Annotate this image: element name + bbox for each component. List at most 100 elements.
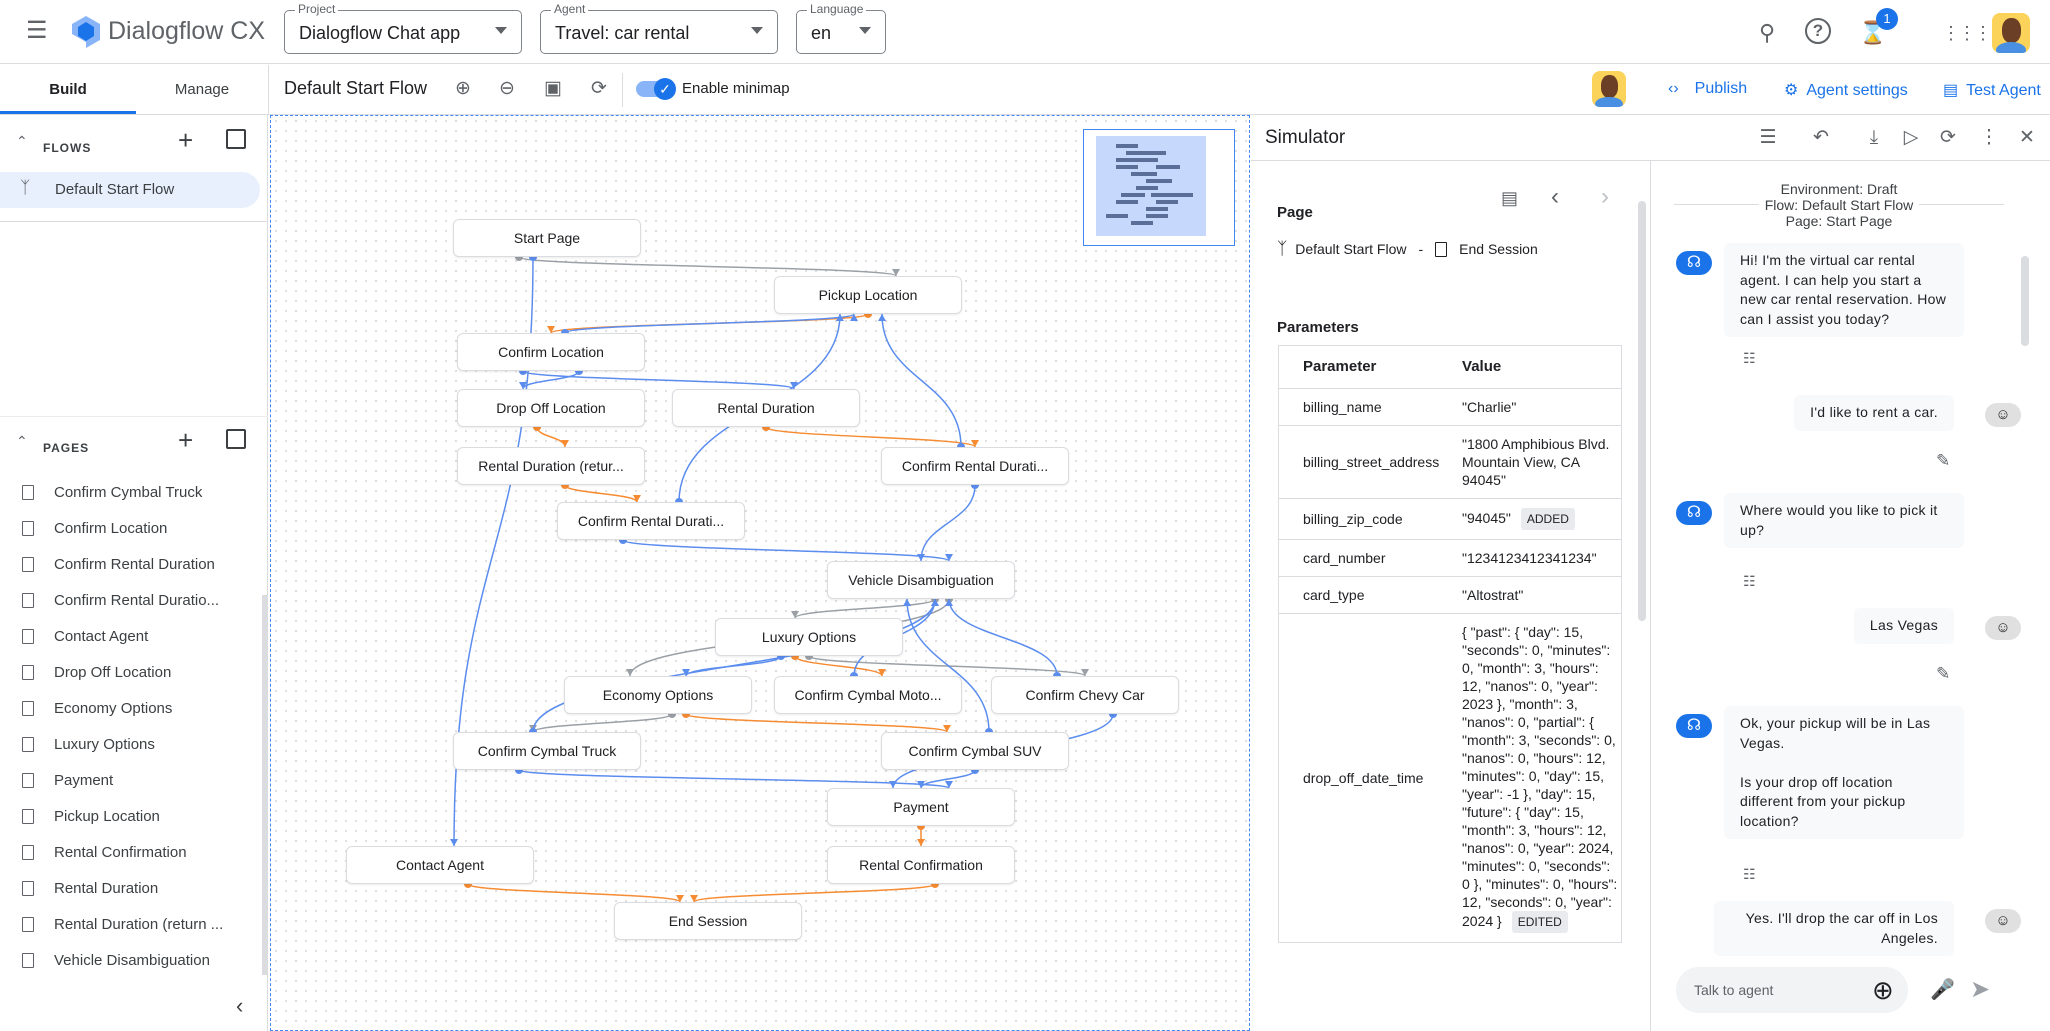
flow-edge[interactable] xyxy=(794,655,883,677)
sidebar-page-item[interactable]: Contact Agent xyxy=(22,621,252,651)
page-table-icon[interactable] xyxy=(226,429,246,449)
flow-table-icon[interactable] xyxy=(226,129,246,149)
minimap[interactable] xyxy=(1083,129,1235,246)
add-icon[interactable]: ⊕ xyxy=(1872,975,1894,1005)
previous-icon[interactable]: ‹ xyxy=(1551,183,1559,210)
chat-input[interactable]: Talk to agent xyxy=(1676,967,1908,1013)
tab-build[interactable]: Build xyxy=(0,65,136,114)
flow-edge[interactable] xyxy=(906,598,990,733)
sidebar-page-item[interactable]: Economy Options xyxy=(22,693,252,723)
flow-node[interactable]: Confirm Location xyxy=(457,333,645,371)
flow-canvas[interactable]: Start Page Pickup Location Confirm Locatio… xyxy=(270,115,1250,1031)
flow-node[interactable]: Luxury Options xyxy=(715,618,903,656)
clipboard-icon[interactable]: ▤ xyxy=(1501,188,1519,208)
flow-edge[interactable] xyxy=(564,313,855,334)
apps-grid-icon[interactable]: ⋮⋮⋮ xyxy=(1942,23,1992,43)
sidebar-page-item[interactable]: Payment xyxy=(22,765,252,795)
replay-icon[interactable]: ▷ xyxy=(1903,127,1919,148)
flow-node[interactable]: Confirm Cymbal SUV xyxy=(881,732,1069,770)
add-page-icon[interactable]: + xyxy=(178,425,194,455)
flow-node[interactable]: Contact Agent xyxy=(346,846,534,884)
zoom-out-icon[interactable]: ⊖ xyxy=(499,78,515,99)
flow-node[interactable]: Confirm Chevy Car xyxy=(991,676,1179,714)
agent-settings-button[interactable]: ⚙ Agent settings xyxy=(1784,80,1908,100)
agent-select[interactable]: Agent Travel: car rental xyxy=(540,2,778,54)
language-select[interactable]: Language en xyxy=(796,2,886,54)
flow-node[interactable]: Pickup Location xyxy=(774,276,962,314)
sidebar-page-item[interactable]: Confirm Cymbal Truck xyxy=(22,477,252,507)
flow-edge[interactable] xyxy=(532,713,673,733)
sidebar-page-item[interactable]: Pickup Location xyxy=(22,801,252,831)
collapse-flows-icon[interactable]: ⌃ xyxy=(16,133,28,149)
close-icon[interactable]: ✕ xyxy=(2019,127,2035,148)
flow-edge[interactable] xyxy=(794,598,936,619)
flow-edge[interactable] xyxy=(693,883,936,903)
fit-screen-icon[interactable]: ▣ xyxy=(544,78,562,99)
flow-node[interactable]: Vehicle Disambiguation xyxy=(827,561,1015,599)
collapse-pages-icon[interactable]: ⌃ xyxy=(16,433,28,449)
reset-orientation-icon[interactable]: ⟳ xyxy=(591,78,607,99)
send-icon[interactable]: ➤ xyxy=(1970,976,1991,1003)
publish-button[interactable]: ‹› Publish xyxy=(1668,80,1747,98)
sidebar-page-item[interactable]: Vehicle Disambiguation xyxy=(22,945,252,975)
flow-edge[interactable] xyxy=(536,426,566,448)
zoom-in-icon[interactable]: ⊕ xyxy=(455,78,471,99)
undo-icon[interactable]: ↶ xyxy=(1813,127,1829,148)
sidebar-page-item[interactable]: Rental Duration (return ... xyxy=(22,909,252,939)
flow-edge[interactable] xyxy=(532,598,936,733)
flow-node[interactable]: Economy Options xyxy=(564,676,752,714)
flow-edge[interactable] xyxy=(881,313,962,448)
sidebar-page-item[interactable]: Drop Off Location xyxy=(22,657,252,687)
microphone-icon[interactable]: 🎤 xyxy=(1930,979,1955,1001)
sidebar-page-item[interactable]: Rental Duration xyxy=(22,873,252,903)
flow-node[interactable]: Drop Off Location xyxy=(457,389,645,427)
sidebar-page-item[interactable]: Confirm Location xyxy=(22,513,252,543)
details-scrollbar[interactable] xyxy=(1638,201,1646,621)
sidebar-page-item[interactable]: Confirm Rental Duratio... xyxy=(22,585,252,615)
flow-node[interactable]: End Session xyxy=(614,902,802,940)
sidebar-item-default-start-flow[interactable]: ᛉ Default Start Flow xyxy=(0,172,260,208)
flow-node[interactable]: Confirm Cymbal Truck xyxy=(453,732,641,770)
menu-icon[interactable]: ☰ xyxy=(26,17,48,44)
help-icon[interactable]: ? xyxy=(1805,18,1831,44)
flow-edge[interactable] xyxy=(948,598,1058,677)
flow-node[interactable]: Confirm Rental Durati... xyxy=(557,502,745,540)
flow-node[interactable]: Rental Confirmation xyxy=(827,846,1015,884)
tab-manage[interactable]: Manage xyxy=(174,81,230,98)
chat-scrollbar[interactable] xyxy=(2021,256,2029,346)
more-options-icon[interactable]: ⋮ xyxy=(1979,127,1999,148)
flow-edge[interactable] xyxy=(467,883,681,903)
flow-node[interactable]: Start Page xyxy=(453,219,641,257)
sidebar-scrollbar[interactable] xyxy=(262,595,267,975)
response-info-icon[interactable]: ☷ xyxy=(1743,866,1756,882)
flow-edge[interactable] xyxy=(564,484,638,503)
flow-edge[interactable] xyxy=(518,769,950,789)
toggle-details-icon[interactable]: ☰ xyxy=(1759,127,1777,148)
flow-node[interactable]: Rental Duration xyxy=(672,389,860,427)
flow-edge[interactable] xyxy=(622,539,950,562)
sidebar-page-item[interactable]: Confirm Rental Duration xyxy=(22,549,252,579)
flow-node[interactable]: Payment xyxy=(827,788,1015,826)
sidebar-page-item[interactable]: Luxury Options xyxy=(22,729,252,759)
reset-icon[interactable]: ⟳ xyxy=(1940,127,1956,148)
project-select[interactable]: Project Dialogflow Chat app xyxy=(284,2,522,54)
response-info-icon[interactable]: ☷ xyxy=(1743,350,1756,366)
flow-edge[interactable] xyxy=(765,426,976,448)
save-icon[interactable]: ⤓ xyxy=(1869,127,1879,148)
flow-edge[interactable] xyxy=(522,370,795,390)
flow-edge[interactable] xyxy=(808,655,1086,677)
next-icon[interactable]: › xyxy=(1601,183,1609,210)
minimap-viewport[interactable] xyxy=(1096,136,1206,236)
flow-edge[interactable] xyxy=(920,484,976,562)
flow-edge[interactable] xyxy=(518,256,897,277)
account-avatar[interactable] xyxy=(1992,13,2030,53)
flow-node[interactable]: Rental Duration (retur... xyxy=(457,447,645,485)
minimap-toggle[interactable]: ✓ xyxy=(636,78,676,100)
collapse-sidebar-icon[interactable]: ‹ xyxy=(236,993,244,1018)
add-flow-icon[interactable]: + xyxy=(178,125,194,155)
test-agent-button[interactable]: ▤ Test Agent xyxy=(1943,80,2041,100)
sidebar-page-item[interactable]: Rental Confirmation xyxy=(22,837,252,867)
flow-edge[interactable] xyxy=(685,713,948,733)
search-icon[interactable]: ⚲ xyxy=(1758,20,1776,45)
flow-node[interactable]: Confirm Cymbal Moto... xyxy=(774,676,962,714)
